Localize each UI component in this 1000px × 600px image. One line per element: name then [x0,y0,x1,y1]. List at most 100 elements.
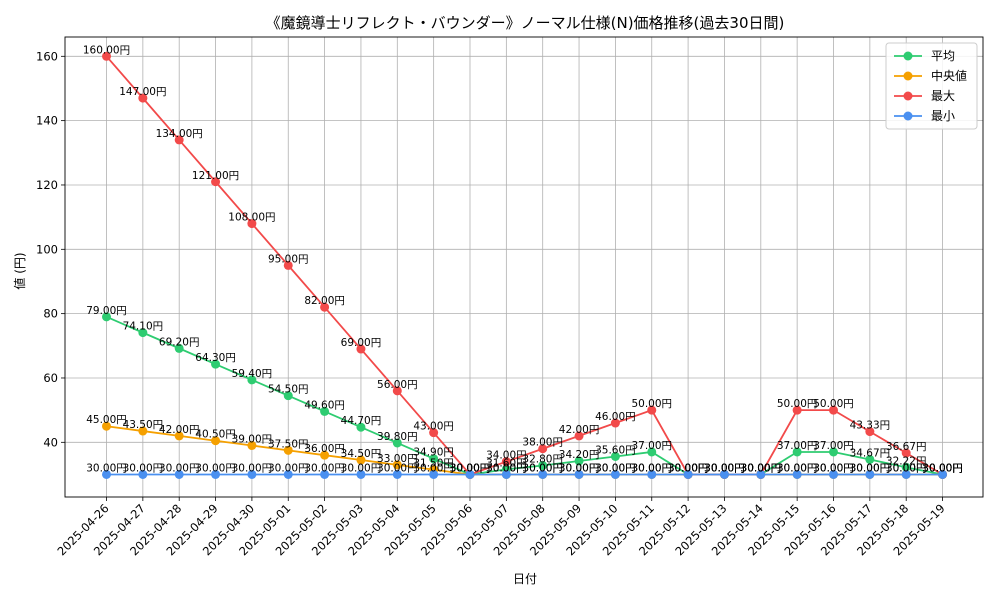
legend-box [885,42,978,130]
series-2-data-label: 82.00円 [304,295,345,307]
series-2-data-label: 50.00円 [777,398,818,410]
series-3-point [865,469,875,479]
series-2-point [538,444,548,454]
series-2-data-label: 50.00円 [813,398,854,410]
series-2-point [610,418,620,428]
series-2-data-label: 46.00円 [595,411,636,423]
series-3-point [683,469,693,479]
series-3-data-label: 30.00円 [377,462,418,474]
series-0-point [102,312,111,322]
series-1-data-label: 30.00円 [886,462,927,474]
series-2-point [647,405,657,415]
series-2-point [429,428,439,438]
series-2-data-label: 34.00円 [486,450,527,462]
series-1-point [283,445,293,455]
series-2-point [102,51,111,61]
series-2-data-label: 38.00円 [522,437,563,449]
y-axis-label: 値 (円) [12,252,27,289]
series-1-data-label: 30.00円 [850,462,891,474]
x-axis-label: 日付 [513,572,537,586]
series-0-point [392,438,402,448]
series-3-data-label: 30.00円 [595,462,636,474]
series-0-point [320,406,330,416]
y-tick-label: 60 [43,371,58,385]
series-1-data-label: 34.50円 [341,448,382,460]
series-1-data-label: 39.00円 [232,434,273,446]
axes: 2025-04-262025-04-272025-04-282025-04-29… [36,36,984,558]
series-3-point [283,469,293,479]
series-0-data-label: 32.80円 [522,453,563,465]
series-0-point [610,451,620,461]
series-1-data-label: 30.00円 [704,462,745,474]
series-0-data-label: 37.00円 [813,440,854,452]
series-2-point [865,427,875,437]
series-3-point [901,469,911,479]
legend-marker-0 [903,51,913,61]
y-tick-label: 100 [36,242,58,256]
series-2-data-label: 50.00円 [631,398,672,410]
grid [65,37,983,497]
series-0-point [211,359,221,369]
series-0-point [865,454,875,464]
series-0-data-label: 30.00円 [704,462,745,474]
series-0-point [829,447,838,457]
series-0-data-label: 34.20円 [559,449,600,461]
series-2-data-label: 30.00円 [922,462,963,474]
series-0-data-label: 54.50円 [268,384,309,396]
series-2-data-label: 69.00円 [341,337,382,349]
series-3-data-label: 30.00円 [450,462,491,474]
series-0-data-label: 30.00円 [450,462,491,474]
series-3-point [792,469,802,479]
series-3-point [574,469,584,479]
series-1-data-label: 45.00円 [86,414,127,426]
series-0-point [647,447,657,457]
series-1-data-label: 37.50円 [268,438,309,450]
series-3-data-label: 30.00円 [704,462,745,474]
series-1-data-label: 30.00円 [668,462,709,474]
series-0-data-label: 32.22円 [886,455,927,467]
series-2-data-label: 43.00円 [413,421,454,433]
series-1-data-label: 40.50円 [195,429,236,441]
series-2-point [138,93,148,103]
y-tick-label: 160 [36,49,58,63]
series-1-point [392,460,402,470]
series-2-data-label: 108.00円 [228,212,275,224]
series-2-data-label: 43.33円 [850,420,891,432]
series-1-point [138,426,148,436]
y-tick-label: 120 [36,178,58,192]
series-3-point [465,469,475,479]
plot-frame [64,36,984,498]
series-2-data-label: 30.00円 [668,462,709,474]
series-1-data-label: 30.00円 [922,462,963,474]
series-2-data-label: 160.00円 [83,44,130,56]
series-0-data-label: 37.00円 [777,440,818,452]
series-3-data-label: 30.00円 [886,462,927,474]
series-1-data-label: 30.00円 [741,462,782,474]
series-0-data-label: 79.00円 [86,305,127,317]
legend-label-0: 平均 [931,49,955,63]
series-3-point [829,469,838,479]
series-2-data-label: 30.00円 [704,462,745,474]
series-0-point [247,375,257,385]
series-1-data-label: 42.00円 [159,424,200,436]
series-3-point [102,469,111,479]
legend-marker-2 [903,91,913,101]
series-1-data-label: 30.00円 [559,462,600,474]
series-0-data-label: 74.10円 [123,321,164,333]
legend-label-1: 中央値 [931,68,967,83]
series-2-point [574,431,584,441]
series-1-point [174,431,184,441]
series-0-point [901,462,911,472]
y-tick-label: 140 [36,114,58,128]
series-3-point [938,469,948,479]
series-0-data-label: 34.67円 [850,447,891,459]
chart-title: 《魔鏡導士リフレクト・バウンダー》ノーマル仕様(N)価格推移(過去30日間) [266,14,785,32]
series-line-2 [105,55,944,476]
series-1-data-label: 30.00円 [631,462,672,474]
series-3-point [756,469,766,479]
y-tick-label: 40 [43,435,58,449]
series-1-data-label: 30.00円 [813,462,854,474]
series-2-point [501,457,511,467]
